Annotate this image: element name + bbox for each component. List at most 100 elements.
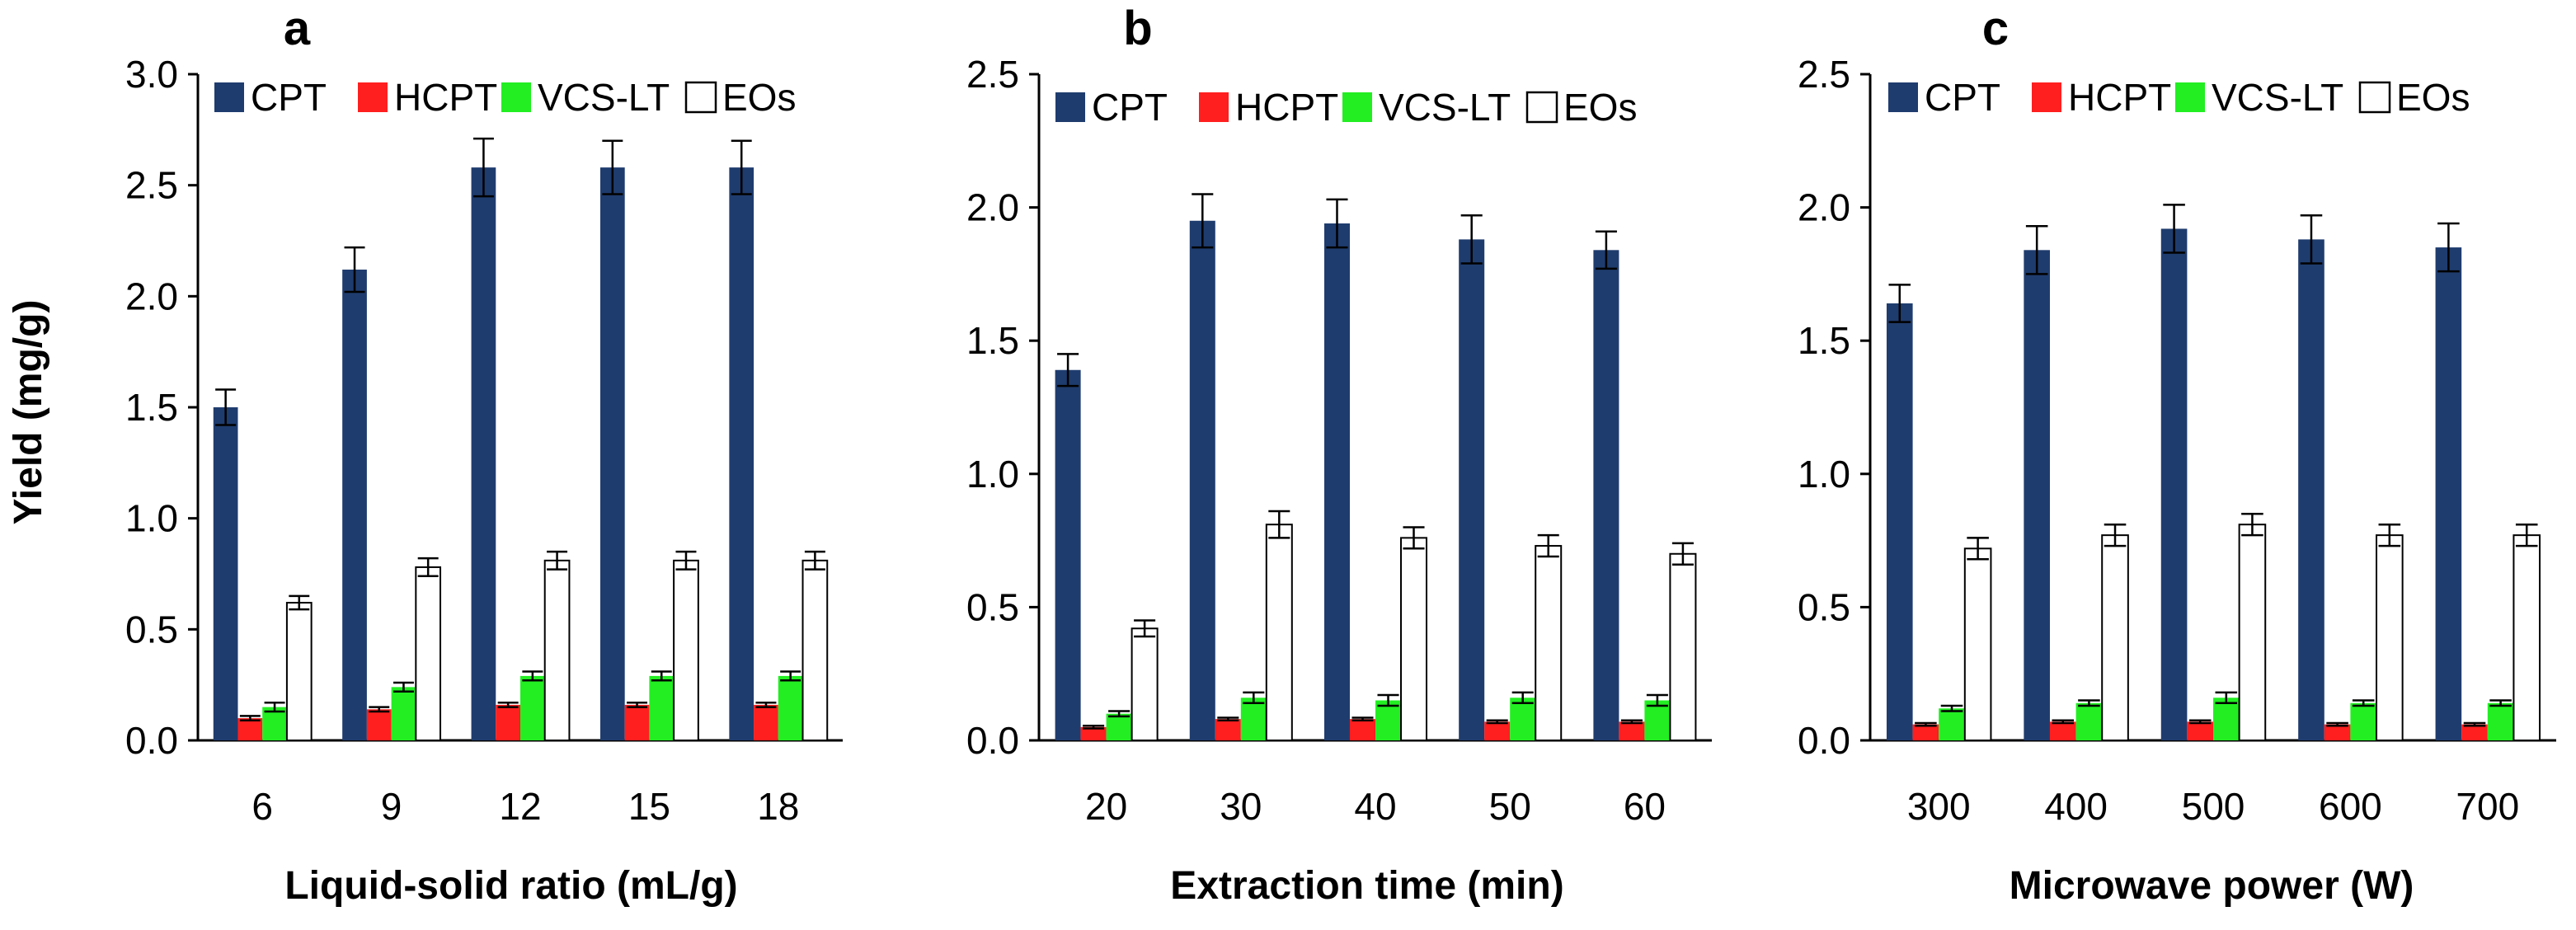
legend: CPT HCPT VCS-LT EOs: [1888, 76, 2470, 119]
legend-label-cpt: CPT: [1925, 76, 2000, 119]
x-tick-label: 50: [1489, 785, 1531, 828]
bar-cpt-50: [1459, 239, 1485, 740]
panel-letter: b: [1123, 2, 1152, 55]
x-tick-label: 20: [1085, 785, 1127, 828]
bar-eos-50: [1535, 545, 1563, 742]
bar-cpt-600: [2298, 239, 2325, 740]
bar-vcs-lt-20: [1106, 713, 1132, 740]
x-tick-label: 9: [381, 785, 402, 828]
bar-hcpt-600: [2324, 724, 2351, 740]
legend-swatch-cpt: [1888, 82, 1918, 112]
legend-swatch-eos: [1525, 91, 1558, 124]
bar-cpt-40: [1323, 223, 1350, 740]
bar-vcs-lt-12: [520, 675, 545, 740]
legend-swatch-vcs-lt: [1342, 92, 1372, 122]
bar-vcs-lt-300: [1939, 708, 1965, 740]
y-tick-label: 0.0: [1798, 719, 1850, 762]
bar-hcpt-20: [1080, 726, 1107, 740]
legend-swatch-vcs-lt: [501, 82, 531, 112]
x-tick-label: 6: [251, 785, 273, 828]
bar-cpt-20: [1055, 369, 1081, 740]
bar-cpt-60: [1593, 250, 1619, 740]
panel-c: c 0.0 0.5 1.0 1.5 2.0 2.5 300 400 500 600 700 Microw…: [1798, 2, 2556, 908]
legend-swatch-hcpt: [358, 82, 388, 112]
bar-vcs-lt-30: [1240, 698, 1267, 740]
bar-hcpt-700: [2461, 724, 2488, 740]
bar-eos-400: [2101, 534, 2129, 741]
legend: CPT HCPT VCS-LT EOs: [214, 76, 796, 119]
panels: a 0.0 0.5 1.0 1.5 2.0 2.5 3.0 6 9 12 15 18 Liquid-sol…: [125, 2, 2556, 908]
bar-hcpt-18: [754, 704, 778, 740]
y-tick-label: 2.0: [966, 186, 1019, 229]
bar-eos-300: [1963, 547, 1992, 742]
y-tick-label: 0.5: [125, 608, 178, 651]
legend-swatch-eos: [2358, 81, 2391, 114]
bar-vcs-lt-60: [1644, 700, 1671, 740]
bar-cpt-500: [2160, 228, 2188, 740]
bar-cpt-6: [213, 407, 238, 740]
y-tick-label: 2.0: [125, 275, 178, 317]
legend-swatch-vcs-lt: [2175, 82, 2205, 112]
panel-a: a 0.0 0.5 1.0 1.5 2.0 2.5 3.0 6 9 12 15 18 Liquid-sol…: [125, 2, 843, 908]
y-tick-label: 1.5: [125, 386, 178, 429]
y-tick-label: 2.5: [966, 53, 1019, 96]
bar-vcs-lt-500: [2213, 698, 2240, 740]
legend: CPT HCPT VCS-LT EOs: [1055, 86, 1637, 129]
panel-b: b 0.0 0.5 1.0 1.5 2.0 2.5 20 30 40 50 60 Extraction …: [966, 2, 1712, 908]
legend-label-vcs-lt: VCS-LT: [2212, 76, 2343, 119]
bar-hcpt-60: [1619, 721, 1645, 740]
bar-vcs-lt-18: [778, 675, 803, 740]
legend-swatch-cpt: [214, 82, 244, 112]
y-tick-label: 0.5: [966, 585, 1019, 628]
bar-vcs-lt-400: [2075, 702, 2103, 740]
legend-label-eos: EOs: [1563, 86, 1637, 129]
x-tick-label: 40: [1354, 785, 1396, 828]
bar-eos-700: [2513, 534, 2541, 741]
bar-eos-40: [1400, 537, 1428, 741]
bar-eos-18: [801, 559, 829, 742]
bar-eos-60: [1669, 552, 1697, 742]
bar-cpt-18: [729, 167, 754, 740]
legend-swatch-cpt: [1055, 92, 1085, 122]
y-tick-label: 2.5: [1798, 53, 1850, 96]
bar-vcs-lt-600: [2350, 702, 2377, 740]
y-axis-title: Yield (mg/g): [7, 300, 50, 525]
bar-cpt-400: [2024, 250, 2050, 740]
x-tick-label: 400: [2044, 785, 2108, 828]
bar-hcpt-12: [496, 704, 520, 740]
x-tick-label: 12: [499, 785, 541, 828]
y-tick-label: 2.0: [1798, 186, 1850, 229]
y-tick-label: 1.0: [125, 497, 178, 540]
bar-hcpt-40: [1349, 719, 1375, 740]
x-tick-label: 18: [757, 785, 799, 828]
bar-vcs-lt-9: [391, 687, 416, 740]
legend-label-cpt: CPT: [1092, 86, 1168, 129]
y-tick-label: 0.5: [1798, 585, 1850, 628]
y-tick-label: 0.0: [125, 719, 178, 762]
bar-hcpt-30: [1215, 719, 1241, 740]
bar-eos-20: [1131, 627, 1159, 741]
bar-hcpt-9: [366, 709, 392, 740]
bar-vcs-lt-700: [2487, 702, 2514, 740]
x-axis-title: Microwave power (W): [2010, 864, 2414, 908]
bar-eos-30: [1265, 524, 1293, 741]
bar-cpt-9: [342, 270, 367, 741]
panel-letter: c: [1982, 2, 2009, 55]
bar-vcs-lt-40: [1375, 700, 1402, 740]
bar-hcpt-15: [624, 704, 650, 740]
x-tick-label: 500: [2182, 785, 2245, 828]
bar-eos-9: [415, 566, 442, 741]
y-tick-label: 1.0: [1798, 453, 1850, 496]
bar-hcpt-50: [1484, 721, 1511, 740]
x-tick-label: 30: [1220, 785, 1262, 828]
legend-label-hcpt: HCPT: [394, 76, 497, 119]
bar-hcpt-400: [2049, 721, 2076, 740]
y-tick-label: 1.5: [966, 319, 1019, 362]
bar-eos-600: [2376, 534, 2404, 741]
y-tick-label: 3.0: [125, 53, 178, 96]
bar-eos-500: [2238, 524, 2267, 741]
x-tick-label: 700: [2456, 785, 2519, 828]
y-tick-label: 1.5: [1798, 319, 1850, 362]
bar-cpt-300: [1886, 303, 1913, 740]
